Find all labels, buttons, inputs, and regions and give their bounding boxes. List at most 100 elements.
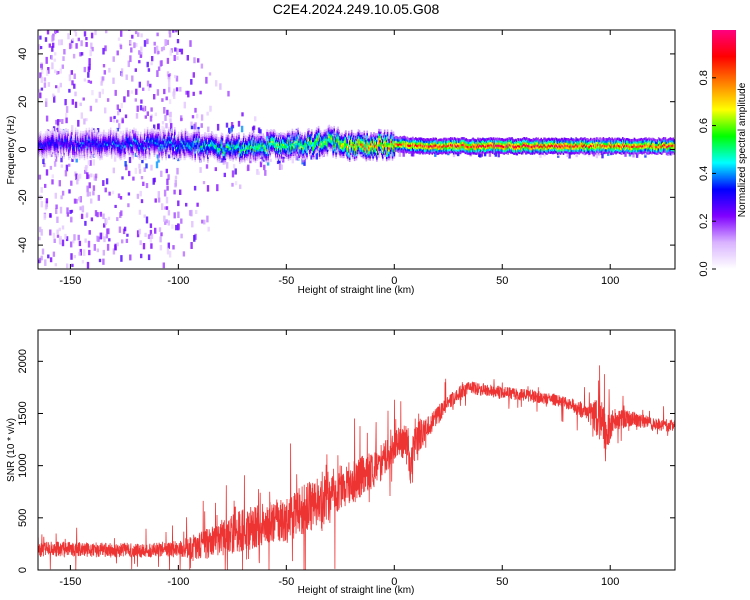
ridge-cell: [215, 136, 218, 139]
ridge-cell: [274, 132, 276, 136]
ridge-cell: [137, 148, 139, 152]
ridge-cell: [355, 153, 358, 157]
ridge-cell: [184, 145, 187, 149]
ridge-cell: [317, 128, 320, 131]
ridge-cell: [249, 136, 252, 140]
ridge-cell: [52, 128, 55, 131]
ridge-cell: [156, 144, 159, 148]
ridge-cell: [146, 131, 149, 134]
noise-cell: [121, 239, 124, 244]
noise-cell: [186, 55, 189, 61]
ridge-cell: [82, 146, 85, 149]
ridge-cell: [125, 134, 128, 137]
ridge-cell: [378, 143, 380, 147]
ridge-cell: [326, 147, 329, 150]
ridge-cell: [274, 136, 276, 140]
ridge-cell: [199, 157, 201, 161]
ridge-cell: [107, 154, 109, 157]
ridge-cell: [345, 138, 347, 142]
noise-cell: [143, 167, 146, 172]
ridge-cell: [167, 149, 169, 153]
ridge-cell: [78, 140, 81, 143]
ridge-cell: [230, 147, 232, 150]
noise-cell: [156, 70, 159, 78]
ridge-cell: [181, 152, 184, 156]
noise-cell: [94, 30, 97, 36]
ridge-cell: [362, 134, 365, 137]
ridge-cell: [74, 133, 77, 137]
ridge-cell: [80, 153, 83, 156]
ridge-cell: [200, 138, 202, 142]
noise-cell: [52, 93, 55, 98]
ridge-cell: [358, 130, 361, 133]
noise-cell: [139, 105, 143, 111]
ridge-cell: [259, 144, 262, 147]
ridge-cell: [348, 146, 351, 150]
ridge-cell: [103, 146, 105, 150]
ridge-cell: [152, 128, 155, 131]
ridge-cell: [201, 147, 203, 150]
ridge-cell: [125, 147, 128, 150]
ridge-cell: [241, 155, 243, 159]
ridge-cell: [295, 136, 298, 139]
ridge-cell: [301, 149, 303, 153]
ridge-cell: [196, 146, 198, 149]
ridge-cell: [346, 156, 348, 159]
ridge-cell: [153, 143, 156, 147]
ridge-cell: [285, 137, 288, 140]
ridge-cell: [227, 154, 230, 157]
ridge-cell: [64, 144, 66, 147]
ridge-cell: [65, 128, 67, 131]
ridge-cell: [53, 144, 56, 147]
ridge-cell: [343, 146, 345, 150]
ridge-cell: [110, 134, 113, 138]
ridge-cell: [149, 142, 152, 145]
ridge-cell: [73, 150, 75, 153]
ridge-cell: [365, 143, 368, 147]
ridge-cell: [329, 148, 332, 152]
ridge-cell: [296, 142, 299, 146]
ridge-cell: [285, 135, 288, 138]
ridge-cell: [216, 149, 219, 152]
ridge-cell: [278, 152, 280, 155]
ridge-cell: [348, 145, 350, 149]
ridge-cell: [150, 143, 153, 147]
ridge-cell: [113, 150, 116, 154]
ridge-cell: [172, 146, 174, 149]
ridge-cell: [235, 153, 237, 157]
ridge-cell: [92, 140, 94, 144]
ridge-cell: [210, 141, 212, 145]
noise-cell: [80, 52, 84, 56]
ridge-cell: [373, 151, 375, 155]
ridge-cell: [101, 148, 103, 152]
ridge-cell: [280, 140, 282, 144]
ridge-cell: [205, 136, 207, 139]
ridge-cell: [90, 156, 93, 160]
ridge-cell: [333, 145, 335, 148]
noise-cell: [232, 164, 236, 169]
ridge-cell: [271, 138, 273, 141]
ridge-cell: [263, 135, 265, 139]
ridge-cell: [265, 144, 267, 148]
ridge-cell: [229, 149, 231, 153]
ridge-cell: [332, 148, 334, 152]
noise-cell: [56, 119, 60, 126]
ridge-cell: [328, 141, 331, 145]
ridge-cell: [42, 150, 45, 154]
noise-cell: [190, 121, 193, 127]
noise-cell: [89, 160, 92, 166]
ridge-cell: [324, 131, 327, 135]
ridge-cell: [273, 135, 275, 139]
noise-cell: [61, 190, 65, 196]
ridge-cell: [341, 141, 343, 144]
ridge-cell: [268, 132, 270, 135]
ridge-cell: [40, 136, 43, 139]
ridge-cell: [95, 139, 97, 142]
ridge-cell: [121, 142, 124, 145]
ridge-cell: [126, 147, 128, 150]
ridge-cell: [123, 137, 126, 140]
ridge-cell: [153, 150, 156, 153]
ridge-cell: [272, 140, 274, 144]
ridge-cell: [171, 150, 173, 153]
ridge-cell: [173, 144, 175, 147]
